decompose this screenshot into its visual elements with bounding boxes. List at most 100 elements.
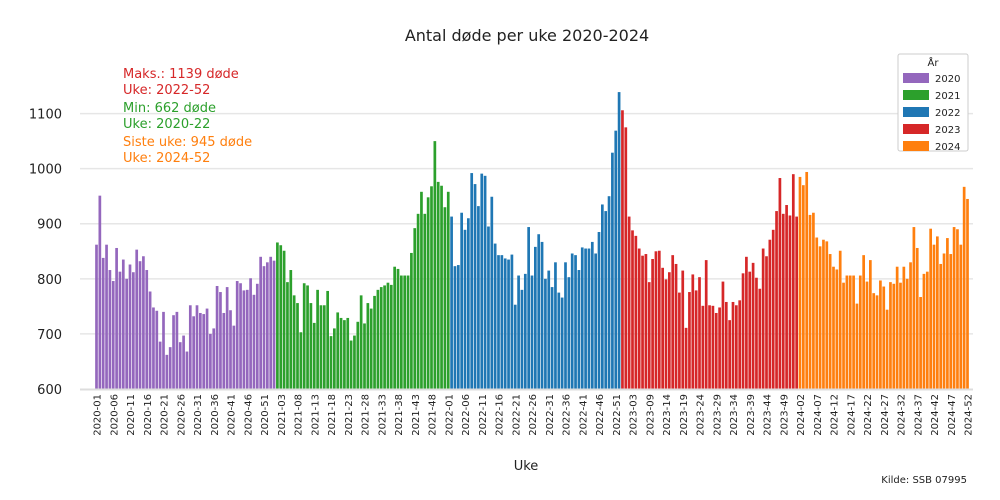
bar-2021 <box>329 336 333 389</box>
bar-2022 <box>580 247 584 389</box>
x-tick: 2021-38 <box>394 394 405 436</box>
bar-2024 <box>892 283 896 389</box>
bar-2023 <box>698 277 701 389</box>
bar-2022 <box>564 262 567 389</box>
bar-2020 <box>108 270 112 389</box>
bar-2020 <box>222 312 226 389</box>
x-tick: 2022-01 <box>444 394 455 436</box>
bar-2020 <box>219 292 222 389</box>
x-tick-label: 2024-12 <box>830 394 841 436</box>
x-tick-label: 2024-07 <box>813 394 824 436</box>
bar-2020 <box>145 270 149 389</box>
legend-swatch-2023 <box>903 124 929 134</box>
bar-2024 <box>812 212 815 389</box>
bar-2020 <box>115 247 118 389</box>
bar-2021 <box>373 295 376 389</box>
annotation-max-week: Uke: 2022-52 <box>123 83 210 98</box>
x-tick: 2024-22 <box>863 394 874 436</box>
bar-2021 <box>366 303 370 389</box>
bar-2023 <box>765 256 768 389</box>
bar-2022 <box>467 218 470 389</box>
bar-2024 <box>879 280 882 389</box>
source-note: Kilde: SSB 07995 <box>881 475 967 486</box>
bar-2024 <box>956 229 959 389</box>
bar-2020 <box>232 325 236 389</box>
bar-2020 <box>175 311 179 389</box>
legend-label-2021: 2021 <box>935 91 960 102</box>
x-tick: 2021-18 <box>327 394 338 436</box>
bar-2023 <box>795 216 798 389</box>
bar-2021 <box>316 289 319 389</box>
x-axis-label: Uke <box>514 459 539 474</box>
bar-2022 <box>607 196 611 389</box>
bar-2021 <box>306 285 309 389</box>
bar-2024 <box>885 309 889 389</box>
bar-2022 <box>507 259 510 389</box>
bar-2024 <box>942 253 946 389</box>
x-tick-label: 2023-14 <box>662 394 673 436</box>
x-tick: 2023-49 <box>779 394 790 436</box>
bar-2022 <box>574 255 577 389</box>
bar-2020 <box>192 316 195 389</box>
bar-2020 <box>239 283 242 389</box>
bar-2022 <box>503 258 507 389</box>
bar-2021 <box>379 287 383 389</box>
bar-2022 <box>510 254 514 389</box>
bar-2021 <box>279 245 283 389</box>
bar-2020 <box>178 342 182 389</box>
legend-label-2020: 2020 <box>935 74 960 85</box>
x-tick: 2020-36 <box>210 394 221 436</box>
bar-2023 <box>691 274 695 389</box>
x-tick: 2020-31 <box>193 394 204 436</box>
bar-2022 <box>597 232 601 389</box>
bar-2022 <box>487 226 490 389</box>
x-tick-label: 2022-16 <box>495 394 506 436</box>
bar-2022 <box>530 275 534 389</box>
bar-2024 <box>855 303 859 389</box>
y-tick-label: 600 <box>37 383 62 398</box>
bar-2021 <box>420 191 423 389</box>
x-tick-label: 2024-27 <box>880 394 891 436</box>
x-tick-label: 2021-03 <box>277 394 288 436</box>
x-tick-label: 2022-36 <box>562 394 573 436</box>
bar-2020 <box>148 291 152 389</box>
bar-2024 <box>805 171 809 389</box>
bar-2020 <box>229 310 232 389</box>
bar-2023 <box>708 305 711 389</box>
bar-2023 <box>694 290 698 389</box>
bar-2021 <box>410 252 413 389</box>
x-tick-label: 2020-26 <box>176 394 187 436</box>
bar-2020 <box>202 314 206 389</box>
bar-2021 <box>376 289 380 389</box>
legend: År 2020 2021 2022 2023 2024 <box>897 53 969 153</box>
bar-2021 <box>309 303 313 389</box>
bar-2020 <box>255 283 259 389</box>
bar-2023 <box>711 305 715 389</box>
bar-2024 <box>815 237 819 389</box>
x-tick: 2020-06 <box>109 394 120 436</box>
x-tick-label: 2023-44 <box>763 394 774 436</box>
bar-2024 <box>909 262 912 389</box>
bar-2022 <box>500 255 504 389</box>
x-tick-label: 2020-01 <box>93 394 104 436</box>
legend-title: År <box>928 56 940 69</box>
bar-2022 <box>540 241 544 389</box>
bar-2020 <box>168 347 172 389</box>
bar-2024 <box>959 244 963 389</box>
y-tick-label: 1000 <box>29 163 62 178</box>
x-tick: 2023-09 <box>645 394 656 436</box>
x-tick: 2023-39 <box>746 394 757 436</box>
x-tick: 2020-46 <box>243 394 254 436</box>
bar-2023 <box>674 263 678 389</box>
bar-2024 <box>899 282 902 389</box>
bar-2023 <box>728 320 731 389</box>
annotation-min-value: Min: 662 døde <box>123 101 216 116</box>
bar-2023 <box>627 216 631 389</box>
bar-2021 <box>396 268 400 389</box>
legend-swatch-2020 <box>903 73 929 83</box>
bar-2022 <box>523 273 527 389</box>
bars <box>95 92 969 390</box>
bar-2023 <box>785 205 788 389</box>
x-tick-label: 2024-37 <box>913 394 924 436</box>
bar-2020 <box>235 281 239 389</box>
